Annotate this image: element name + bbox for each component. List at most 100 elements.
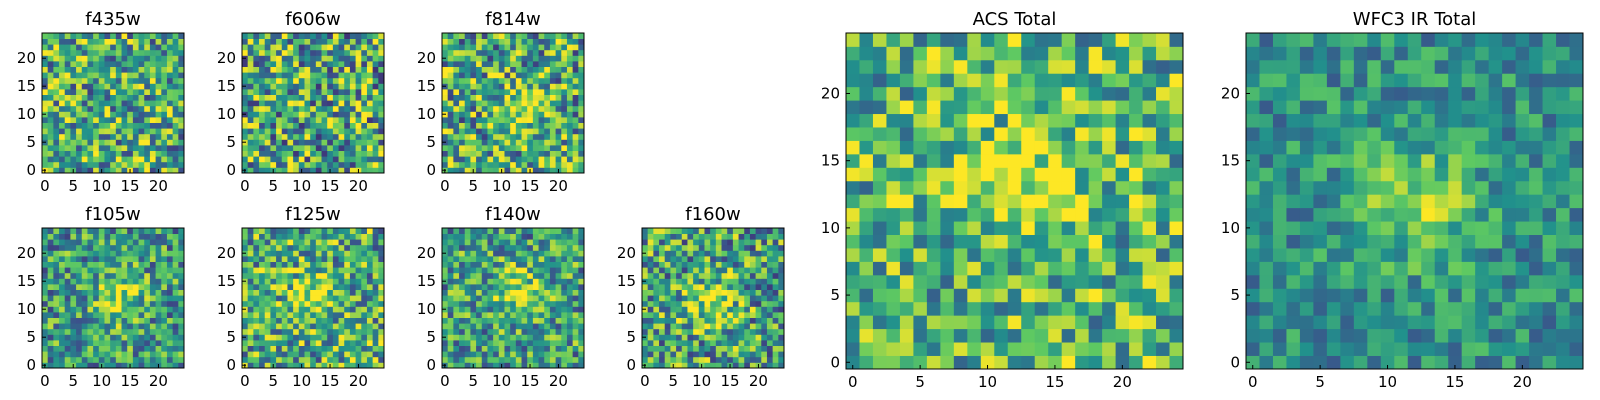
heatmap-cell: [144, 167, 151, 174]
heatmap-cell: [127, 312, 134, 318]
heatmap-cell: [298, 289, 305, 296]
heatmap-cell: [127, 44, 134, 51]
heatmap-cell: [967, 315, 982, 330]
heatmap-cell: [155, 33, 162, 39]
heatmap-cell: [859, 328, 874, 343]
heatmap-cell: [498, 334, 505, 341]
heatmap-cell: [287, 306, 294, 313]
heatmap-cell: [172, 77, 179, 84]
heatmap-cell: [287, 66, 294, 73]
heatmap-cell: [293, 228, 300, 234]
heatmap-cell: [161, 312, 168, 318]
heatmap-cell: [121, 100, 128, 107]
heatmap-cell: [315, 328, 322, 335]
heatmap-cell: [276, 111, 283, 118]
x-tick-label: 20: [749, 372, 768, 390]
heatmap-cell: [70, 38, 77, 45]
heatmap-cell: [487, 323, 494, 330]
heatmap-cell: [293, 239, 300, 246]
heatmap-cell: [766, 267, 774, 274]
heatmap-cell: [521, 105, 528, 112]
heatmap-cell: [264, 133, 271, 140]
heatmap-cell: [687, 306, 694, 313]
heatmap-cell: [549, 351, 556, 358]
heatmap-cell: [504, 150, 511, 157]
heatmap-cell: [247, 239, 254, 246]
heatmap-cell: [1129, 221, 1143, 235]
heatmap-cell: [676, 295, 683, 302]
heatmap-cell: [527, 233, 534, 240]
heatmap-cell: [355, 228, 362, 234]
heatmap-cell: [1021, 207, 1036, 222]
heatmap-cell: [166, 128, 174, 135]
heatmap-cell: [149, 150, 156, 157]
y-tick-label: 20: [417, 49, 436, 67]
heatmap-cell: [104, 312, 111, 318]
heatmap-cell: [1034, 153, 1049, 168]
heatmap-cell: [693, 267, 700, 274]
heatmap-cell: [138, 33, 145, 39]
heatmap-cell: [442, 351, 449, 358]
heatmap-cell: [1034, 140, 1049, 155]
heatmap-cell: [155, 66, 162, 73]
heatmap-cell: [315, 100, 322, 107]
heatmap-cell: [544, 100, 551, 107]
heatmap-cell: [481, 105, 488, 112]
heatmap-cell: [304, 89, 311, 95]
heatmap-cell: [166, 306, 174, 313]
heatmap-cell: [527, 105, 534, 112]
heatmap-cell: [42, 284, 49, 290]
heatmap-cell: [253, 272, 260, 279]
heatmap-cell: [549, 312, 556, 318]
heatmap-cell: [464, 122, 471, 129]
heatmap-cell: [578, 267, 585, 274]
heatmap-cell: [447, 100, 454, 107]
heatmap-cell: [47, 261, 54, 268]
heatmap-cell: [664, 233, 671, 240]
heatmap-cell: [264, 272, 271, 279]
heatmap-cell: [64, 244, 71, 251]
heatmap-cell: [732, 300, 739, 307]
heatmap-cell: [476, 94, 483, 101]
heatmap-cell: [566, 145, 574, 151]
heatmap-cell: [132, 334, 139, 341]
heatmap-cell: [659, 278, 666, 285]
heatmap-cell: [344, 356, 351, 363]
heatmap-cell: [1115, 328, 1130, 343]
heatmap-cell: [98, 139, 105, 146]
heatmap-cell: [721, 323, 728, 330]
heatmap-cell: [127, 117, 134, 123]
heatmap-cell: [549, 61, 556, 67]
heatmap-cell: [464, 289, 471, 296]
heatmap-cell: [704, 317, 711, 324]
heatmap-cell: [149, 284, 156, 290]
heatmap-cell: [281, 44, 288, 51]
heatmap-cell: [247, 83, 254, 90]
heatmap-cell: [487, 161, 494, 168]
heatmap-cell: [132, 256, 139, 262]
heatmap-cell: [287, 272, 294, 279]
heatmap-cell: [155, 351, 162, 358]
heatmap-cell: [247, 122, 254, 129]
heatmap-cell: [515, 72, 522, 79]
heatmap-cell: [253, 161, 260, 168]
heatmap-cell: [366, 323, 374, 330]
heatmap-cell: [110, 66, 117, 73]
heatmap-cell: [1169, 261, 1184, 276]
heatmap-cell: [298, 33, 305, 39]
heatmap-cell: [476, 38, 483, 45]
heatmap-cell: [566, 128, 574, 135]
heatmap-cell: [253, 139, 260, 146]
heatmap-cell: [967, 274, 982, 289]
heatmap-cell: [1048, 355, 1063, 370]
heatmap-cell: [555, 133, 562, 140]
heatmap-cell: [310, 33, 317, 39]
heatmap-cell: [253, 323, 260, 330]
heatmap-cell: [515, 300, 522, 307]
heatmap-cell: [664, 356, 671, 363]
heatmap-cell: [572, 306, 579, 313]
heatmap-cell: [287, 105, 294, 112]
y-tick-label: 10: [417, 105, 436, 123]
y-tick-label: 10: [217, 300, 236, 318]
heatmap-cell: [138, 233, 145, 240]
